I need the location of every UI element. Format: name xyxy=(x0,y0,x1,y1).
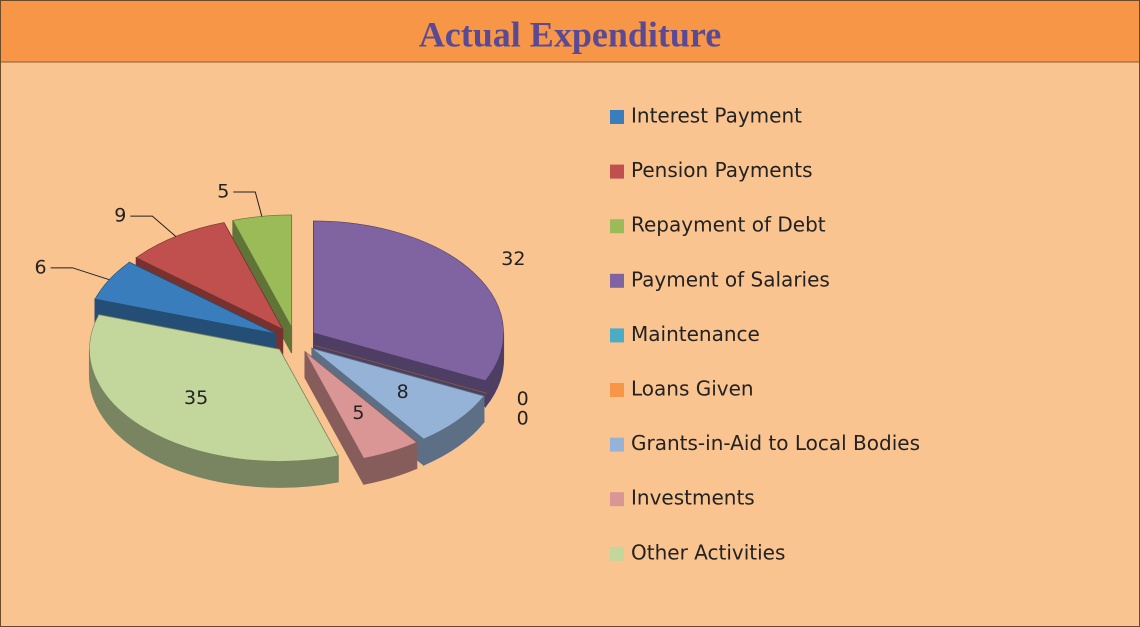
pie-slice xyxy=(311,348,485,440)
data-label: 32 xyxy=(501,248,525,270)
data-label: 9 xyxy=(114,205,126,227)
pie-slice xyxy=(89,314,339,462)
legend-swatch xyxy=(610,437,624,452)
pie-slice xyxy=(304,351,418,459)
legend-swatch xyxy=(610,164,624,179)
pie-slice xyxy=(135,222,284,330)
pie-slice xyxy=(314,345,487,394)
data-label: 6 xyxy=(34,256,46,278)
legend-label: Payment of Salaries xyxy=(631,267,830,291)
legend-swatch xyxy=(610,546,624,561)
legend-swatch xyxy=(610,273,624,288)
legend-label: Grants-in-Aid to Local Bodies xyxy=(631,431,920,455)
data-label: 35 xyxy=(184,387,208,409)
legend-swatch xyxy=(610,383,624,397)
legend-label: Interest Payment xyxy=(631,104,802,128)
leader-line xyxy=(130,215,177,237)
header-band xyxy=(0,0,1140,62)
leader-line xyxy=(233,191,263,217)
leader-line xyxy=(50,267,110,281)
data-label: 5 xyxy=(217,181,229,203)
legend-label: Other Activities xyxy=(631,540,785,564)
legend-label: Maintenance xyxy=(631,322,760,346)
legend-label: Investments xyxy=(631,486,755,510)
pie-tops xyxy=(89,214,504,462)
legend-swatch xyxy=(610,328,624,343)
data-label: 0 xyxy=(517,388,529,410)
legend-label: Pension Payments xyxy=(631,158,813,182)
pie-slice xyxy=(232,214,292,328)
data-label: 0 xyxy=(517,407,529,429)
pie-slice xyxy=(94,261,276,334)
legend-label: Loans Given xyxy=(631,377,754,401)
pie-slice xyxy=(313,220,504,381)
data-label: 8 xyxy=(397,381,409,403)
legend-swatch xyxy=(610,492,624,507)
legend-label: Repayment of Debt xyxy=(631,213,826,237)
data-labels: 6 9 5 32 00 8 5 35 xyxy=(34,181,528,430)
legend-swatch xyxy=(610,110,624,124)
chart-title: Actual Expenditure xyxy=(419,14,721,54)
legend-swatch xyxy=(610,219,624,234)
data-label: 5 xyxy=(352,402,364,424)
